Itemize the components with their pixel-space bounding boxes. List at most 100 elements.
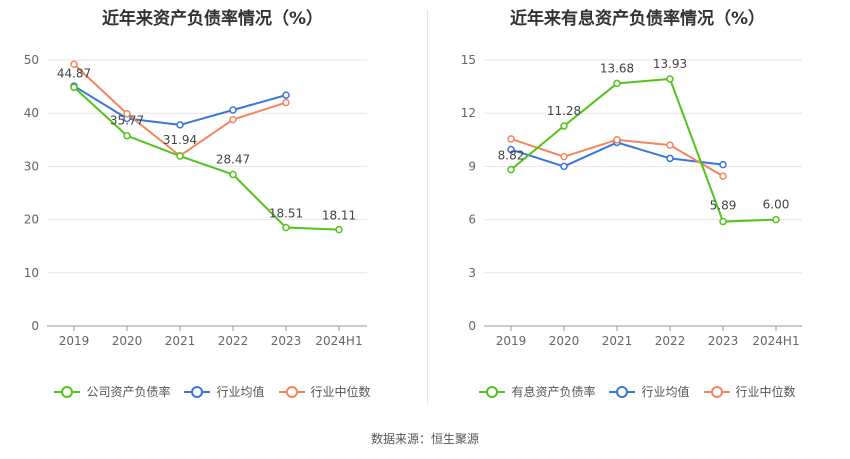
data-label: 8.82: [498, 149, 525, 163]
data-source-note: 数据来源：恒生聚源: [370, 432, 479, 446]
data-label: 18.11: [322, 209, 356, 223]
left-chart-legend: 公司资产负债率 行业均值 行业中位数: [0, 383, 425, 400]
legend-marker-circle: [191, 385, 204, 398]
data-point-2: [507, 135, 515, 143]
right-chart-legend: 有息资产负债率 行业均值 行业中位数: [425, 383, 850, 400]
legend-item[interactable]: 行业均值: [184, 383, 265, 400]
x-tick-label: 2020: [112, 334, 143, 348]
data-label: 13.68: [600, 61, 634, 75]
x-tick-label: 2024H1: [315, 334, 362, 348]
chart-title: 近年来有息资产负债率情况（%）: [509, 9, 766, 29]
x-tick-label: 2021: [165, 334, 196, 348]
data-point-2: [123, 109, 131, 118]
y-tick-label: 10: [24, 266, 39, 280]
legend-marker-icon: [184, 385, 211, 398]
data-point-2: [229, 115, 237, 124]
x-tick-label: 2024H1: [752, 334, 799, 348]
data-point-0: [282, 223, 290, 232]
data-point-0: [613, 79, 621, 88]
legend-label: 行业中位数: [735, 385, 796, 399]
data-point-0: [335, 225, 343, 234]
data-label: 13.93: [653, 57, 687, 71]
data-point-1: [229, 106, 237, 114]
legend-marker-icon: [609, 385, 636, 398]
y-tick-label: 40: [24, 106, 39, 120]
x-tick-label: 2023: [708, 334, 739, 348]
x-tick-label: 2020: [549, 334, 580, 348]
legend-label: 行业中位数: [310, 385, 371, 399]
legend-marker-circle: [710, 385, 723, 398]
legend-item[interactable]: 行业中位数: [278, 383, 371, 400]
series-line-1: [73, 85, 287, 126]
legend-marker-icon: [479, 385, 506, 398]
data-point-1: [282, 91, 290, 99]
x-tick-label: 2021: [602, 334, 633, 348]
data-point-1: [176, 121, 184, 129]
x-tick-label: 2023: [271, 334, 302, 348]
data-label: 18.51: [269, 207, 303, 221]
series-line-0: [73, 86, 340, 231]
legend-marker-circle: [486, 385, 499, 398]
legend-marker-circle: [616, 385, 629, 398]
data-point-0: [666, 75, 674, 83]
x-tick-label: 2019: [496, 334, 527, 348]
right-chart-panel: 近年来有息资产负债率情况（%） 0 3 6 9 12 15 2019 2020 2021 2022…: [425, 0, 850, 420]
data-point-1: [666, 154, 674, 163]
legend-label: 行业均值: [641, 385, 690, 399]
legend-item[interactable]: 行业中位数: [703, 383, 796, 400]
panel-divider: [427, 10, 428, 405]
data-point-1: [507, 145, 515, 154]
y-tick-label: 12: [461, 106, 476, 120]
data-point-0: [560, 122, 568, 130]
legend-marker-circle: [285, 385, 298, 398]
y-tick-label: 15: [461, 53, 476, 67]
y-tick-label: 20: [24, 213, 39, 227]
legend-label: 行业均值: [216, 385, 265, 399]
data-label: 31.94: [163, 133, 197, 147]
right-chart-plot: 0 3 6 9 12 15 2019 2020 2021 2022 2023 2024H1 8.82 11…: [461, 53, 802, 348]
data-point-0: [176, 152, 184, 160]
data-point-2: [282, 98, 290, 107]
data-point-0: [229, 170, 237, 179]
data-point-2: [70, 60, 78, 69]
chart-title: 近年来资产负债率情况（%）: [101, 9, 324, 29]
data-label: 35.77: [110, 114, 144, 128]
legend-item[interactable]: 行业均值: [609, 383, 690, 400]
y-tick-label: 0: [31, 319, 39, 333]
x-tick-label: 2022: [218, 334, 249, 348]
y-tick-label: 6: [468, 213, 476, 227]
data-point-2: [719, 172, 727, 180]
y-tick-label: 3: [468, 266, 476, 280]
data-label: 44.87: [57, 66, 91, 80]
legend-marker-icon: [703, 385, 730, 398]
series-line-0: [510, 77, 777, 223]
data-point-0: [772, 215, 780, 224]
y-tick-label: 9: [468, 159, 476, 173]
data-point-0: [123, 131, 131, 140]
legend-label: 有息资产负债率: [511, 385, 596, 399]
legend-item[interactable]: 公司资产负债率: [54, 383, 170, 400]
legend-marker-circle: [61, 385, 74, 398]
y-tick-label: 0: [468, 319, 476, 333]
data-label: 5.89: [710, 199, 737, 213]
legend-marker-icon: [54, 385, 81, 398]
data-point-0: [70, 83, 78, 92]
data-point-2: [613, 136, 621, 144]
data-label: 6.00: [763, 198, 790, 212]
data-point-0: [719, 217, 727, 226]
legend-item[interactable]: 有息资产负债率: [479, 383, 595, 400]
legend-marker-icon: [278, 385, 305, 398]
y-tick-label: 50: [24, 53, 39, 67]
data-point-2: [560, 152, 568, 161]
legend-label: 公司资产负债率: [86, 385, 171, 399]
data-label: 11.28: [547, 104, 581, 118]
x-tick-label: 2022: [655, 334, 686, 348]
data-point-1: [719, 160, 727, 169]
data-label: 28.47: [216, 153, 250, 167]
data-point-1: [560, 162, 568, 171]
data-point-0: [507, 165, 515, 174]
left-chart-panel: 近年来资产负债率情况（%） 0 10 20 30 40 50 2019 2020 2021 202…: [0, 0, 425, 420]
left-chart-plot: 0 10 20 30 40 50 2019 2020 2021 2022 2023 2024H1 44.…: [24, 53, 367, 348]
y-tick-label: 30: [24, 159, 39, 173]
x-tick-label: 2019: [59, 334, 90, 348]
